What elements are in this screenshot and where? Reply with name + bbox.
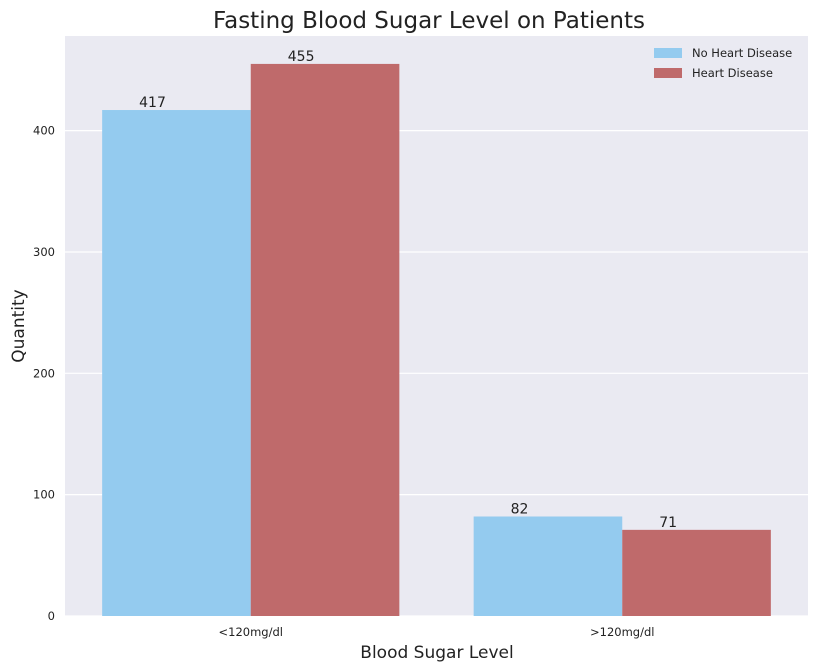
legend: No Heart Disease Heart Disease	[654, 46, 792, 80]
bars	[102, 63, 771, 617]
tick-labels: 0 100 200 300 400 <120mg/dl >120mg/dl	[33, 124, 654, 639]
bar-value-label: 71	[659, 515, 677, 531]
bar-value-label: 455	[288, 49, 315, 65]
bar	[622, 529, 771, 616]
bar	[250, 63, 400, 616]
y-tick-label: 0	[48, 609, 55, 623]
data-labels: 417 455 82 71	[139, 49, 677, 531]
y-tick-label: 300	[33, 245, 55, 259]
y-tick-label: 100	[33, 488, 55, 502]
x-axis-label: Blood Sugar Level	[360, 643, 513, 663]
chart-title: Fasting Blood Sugar Level on Patients	[213, 8, 645, 34]
y-tick-label: 200	[33, 366, 55, 380]
bar-value-label: 82	[511, 502, 529, 518]
bar	[473, 516, 623, 616]
x-tick-label: <120mg/dl	[219, 625, 283, 639]
bar	[102, 110, 251, 617]
legend-swatch	[654, 48, 682, 58]
legend-swatch	[654, 68, 682, 78]
legend-label: Heart Disease	[692, 66, 773, 80]
y-axis-label: Quantity	[9, 289, 29, 362]
x-tick-label: >120mg/dl	[590, 625, 654, 639]
y-tick-label: 400	[33, 124, 55, 138]
legend-label: No Heart Disease	[692, 46, 792, 60]
bar-value-label: 417	[139, 95, 166, 111]
